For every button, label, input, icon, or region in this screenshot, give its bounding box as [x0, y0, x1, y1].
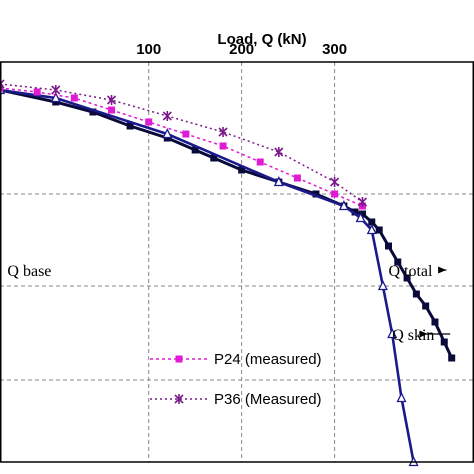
- data-point: [256, 158, 264, 166]
- data-point: [355, 212, 366, 223]
- data-point: [50, 92, 61, 103]
- data-point: [330, 177, 340, 187]
- data-point: [108, 106, 116, 114]
- data-point: [89, 108, 97, 116]
- data-point: [387, 328, 398, 339]
- x-tick-label: 200: [229, 41, 254, 58]
- data-point: [358, 210, 366, 218]
- data-point: [33, 88, 41, 96]
- data-point: [106, 95, 117, 105]
- data-point: [384, 242, 392, 250]
- arrow-head: [438, 266, 447, 274]
- star-stroke: [0, 82, 5, 89]
- data-point: [0, 84, 4, 92]
- data-point: [431, 318, 439, 326]
- data-point: [440, 338, 448, 346]
- legend-label: P24 (measured): [214, 351, 322, 368]
- data-point: [219, 142, 227, 150]
- series-layer: [0, 79, 456, 467]
- data-point: [210, 154, 218, 162]
- data-point: [274, 147, 284, 157]
- data-point: [394, 258, 402, 266]
- data-point: [338, 200, 349, 211]
- data-point: [448, 354, 456, 362]
- data-point: [218, 127, 228, 137]
- series-4: [0, 79, 368, 207]
- data-point: [70, 94, 78, 102]
- data-point: [51, 85, 61, 95]
- star-stroke: [0, 79, 5, 86]
- annotation-label: Q skin: [392, 327, 434, 344]
- data-point: [0, 79, 5, 89]
- x-tick-label: 100: [136, 41, 161, 58]
- legend: P24 (measured) P36 (Measured): [150, 351, 322, 408]
- data-point: [145, 118, 153, 126]
- data-point: [366, 224, 377, 235]
- legend-label: P36 (Measured): [214, 391, 322, 408]
- data-point: [403, 274, 411, 282]
- legend-marker: [174, 394, 184, 404]
- series-line: [0, 83, 363, 203]
- data-point: [162, 111, 172, 121]
- legend-marker: [175, 355, 183, 363]
- annotation-label: Q base: [7, 263, 51, 280]
- data-point: [351, 208, 359, 216]
- data-point: [357, 197, 368, 207]
- data-point: [377, 280, 388, 291]
- data-point: [238, 166, 246, 174]
- annotations: Q base Q total Q skin: [7, 263, 451, 344]
- data-point: [375, 226, 383, 234]
- x-tick-label: 300: [322, 41, 347, 58]
- annotation-label: Q total: [388, 263, 433, 280]
- data-point: [273, 176, 284, 187]
- data-point: [396, 392, 407, 403]
- data-point: [182, 130, 190, 138]
- data-point: [293, 174, 301, 182]
- x-axis-title: Load, Q (kN): [217, 31, 306, 48]
- data-point: [368, 218, 376, 226]
- plot-frame: [0, 61, 474, 463]
- arrow-head: [419, 330, 428, 338]
- x-tick-labels: 100 200 300: [136, 41, 347, 58]
- data-point: [162, 128, 173, 139]
- data-point: [191, 146, 199, 154]
- data-point: [331, 190, 339, 198]
- data-point: [412, 290, 420, 298]
- data-point: [422, 302, 430, 310]
- data-point: [126, 122, 134, 130]
- data-point: [312, 190, 320, 198]
